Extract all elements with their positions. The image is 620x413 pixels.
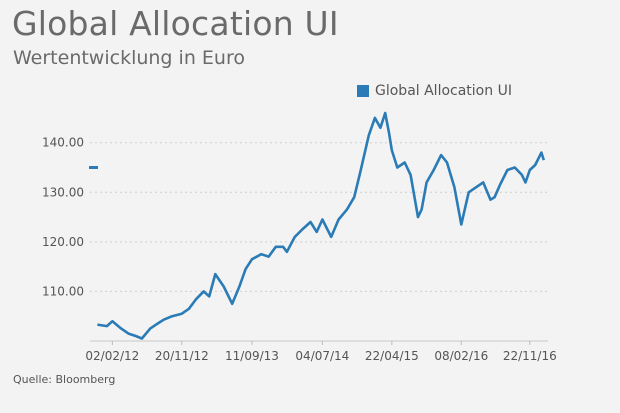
y-tick-label: 110.00 [42, 284, 84, 298]
x-axis-ticks: 02/02/12 20/11/12 11/09/13 04/07/14 22/04/15… [85, 341, 557, 363]
x-tick-label: 04/07/14 [295, 349, 349, 363]
x-tick-label: 02/02/12 [85, 349, 139, 363]
chart-title: Global Allocation UI [12, 4, 339, 43]
source-note: Quelle: Bloomberg [13, 373, 116, 386]
y-tick-label: 140.00 [42, 136, 84, 150]
x-tick-label: 11/09/13 [225, 349, 279, 363]
x-tick-label: 22/11/16 [503, 349, 557, 363]
series-layer [97, 111, 546, 340]
legend-swatch [357, 85, 369, 97]
series-line [97, 111, 546, 340]
y-axis-ticks: 110.00 120.00 130.00 140.00 [42, 136, 84, 299]
y-tick-label: 130.00 [42, 185, 84, 199]
x-tick-label: 22/04/15 [365, 349, 419, 363]
legend-label: Global Allocation UI [375, 83, 512, 99]
chart-subtitle: Wertentwicklung in Euro [13, 47, 245, 69]
grid-lines [90, 142, 548, 292]
y-axis-marker [89, 166, 98, 169]
chart-legend: Global Allocation UI [357, 83, 512, 99]
x-tick-label: 20/11/12 [155, 349, 209, 363]
x-tick-label: 08/02/16 [434, 349, 488, 363]
y-tick-label: 120.00 [42, 235, 84, 249]
